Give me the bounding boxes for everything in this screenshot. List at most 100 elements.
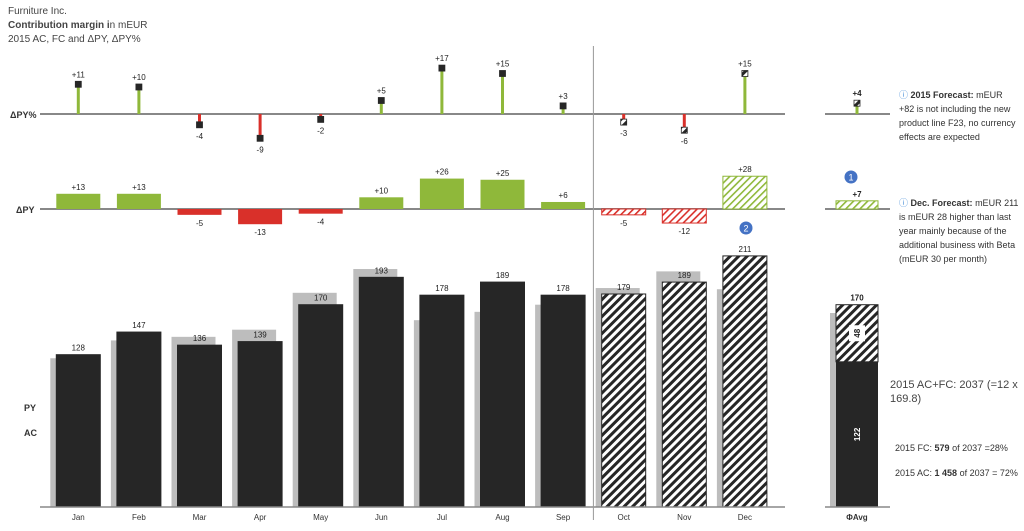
dpy-pct-label-Jun: +5 [377, 87, 387, 96]
dpy-bar-Apr [238, 209, 283, 225]
ac-bar-Aug [480, 281, 525, 508]
fc-share-suffix: of 2037 =28% [949, 443, 1008, 453]
dpy-bar-Aug [480, 179, 525, 209]
ac-bar-Jan [55, 354, 101, 508]
marker-2-circle [739, 221, 753, 235]
ac-bar-May [298, 304, 344, 508]
avg-fc-part-label: 48 [853, 328, 862, 337]
value-label-Feb: 147 [132, 321, 146, 330]
dpy-pct-head-Nov [680, 126, 688, 134]
dpy-label-Jul: +26 [435, 168, 449, 177]
dpy-pct-label-May: -2 [317, 126, 325, 135]
dpy-bar-Jul [419, 178, 464, 209]
avg-ac-part-label: 122 [853, 427, 862, 441]
chart-title-rest: n mEUR [109, 20, 148, 31]
forecast-note-title: 2015 Forecast: [910, 90, 974, 100]
dpy-pct-head-Oct [620, 118, 628, 126]
dpy-label-Nov: -12 [679, 227, 691, 236]
dpy-pct-head-May [317, 116, 325, 123]
dpy-pct-head-Jun [377, 97, 385, 104]
dpy-label-Jan: +13 [72, 183, 86, 192]
dpy-pct-label-Jan: +11 [72, 70, 86, 79]
dpy-pct-label-Aug: +15 [496, 60, 510, 69]
value-label-Sep: 178 [556, 284, 570, 293]
fc-share-value: 579 [934, 443, 950, 453]
dpy-pct-head-Mar [196, 121, 203, 129]
dpy-bar-May [298, 209, 343, 214]
dpy-bar-Feb [116, 193, 161, 209]
month-label-Nov: Nov [677, 513, 691, 522]
december-note-text: mEUR 211 is mEUR 28 higher than last yea… [899, 198, 1019, 264]
month-label-Mar: Mar [193, 513, 207, 522]
december-note: ⓘ Dec. Forecast: mEUR 211 is mEUR 28 hig… [899, 196, 1021, 266]
company-name: Furniture Inc. [8, 6, 67, 17]
value-label-Nov: 189 [678, 271, 692, 280]
avg-dpy-label: +7 [852, 190, 862, 199]
dpy-bar-Jun [359, 197, 404, 209]
fc-bar-Oct [601, 293, 647, 508]
avg-dpy-pct-label: +4 [852, 89, 862, 98]
fc-bar-Nov [661, 281, 707, 508]
ac-share-prefix: 2015 AC: [895, 468, 935, 478]
ac-share-value: 1 458 [934, 468, 958, 478]
ac-bar-Mar [177, 344, 222, 508]
value-label-Mar: 136 [193, 334, 207, 343]
marker-1-label: 1 [848, 173, 853, 183]
month-label-Apr: Apr [254, 513, 267, 522]
value-label-Jan: 128 [72, 344, 86, 353]
dpy-pct-head-Jan [74, 80, 82, 88]
ac-bar-Sep [540, 294, 586, 508]
month-label-Oct: Oct [617, 513, 630, 522]
month-label-May: May [313, 513, 328, 522]
dpy-label-Jun: +10 [375, 186, 389, 195]
marker-2-label: 2 [743, 224, 748, 234]
value-label-Dec: 211 [739, 245, 752, 254]
december-note-title: Dec. Forecast: [910, 198, 973, 208]
dpy-bar-Dec [722, 175, 768, 210]
fc-share-prefix: 2015 FC: [895, 443, 935, 453]
fc-share-note: 2015 FC: 579 of 2037 =28% [895, 441, 1020, 455]
value-label-Jun: 193 [375, 266, 389, 275]
month-label-Jun: Jun [375, 513, 388, 522]
forecast-note: ⓘ 2015 Forecast: mEUR +82 is not includi… [899, 88, 1019, 144]
value-label-Apr: 139 [253, 331, 267, 340]
dpy-label-Oct: -5 [620, 219, 628, 228]
avg-dpy-bar [835, 200, 879, 210]
chart-subtitle: 2015 AC, FC and ΔPY, ΔPY% [8, 34, 141, 45]
dpy-bar-Mar [177, 209, 222, 215]
avg-ac-bar [836, 361, 878, 507]
dpy-pct-label-Oct: -3 [620, 129, 628, 138]
ac-bar-Jul [419, 294, 465, 508]
info-icon: ⓘ [899, 198, 909, 208]
row-label-py: PY [24, 403, 36, 413]
value-label-Oct: 179 [617, 283, 631, 292]
row-label-dpy-pct: ΔPY% [10, 110, 36, 120]
ac-share-note: 2015 AC: 1 458 of 2037 = 72% [895, 466, 1020, 480]
dpy-pct-head-Apr [256, 134, 264, 142]
dpy-pct-head-Dec [741, 70, 749, 77]
dpy-bar-Nov [661, 208, 707, 224]
dpy-bar-Jan [56, 193, 101, 209]
value-label-May: 170 [314, 294, 328, 303]
month-label-Jul: Jul [437, 513, 447, 522]
value-label-Aug: 189 [496, 271, 510, 280]
dpy-pct-label-Jul: +17 [435, 54, 449, 63]
value-label-Jul: 178 [435, 284, 449, 293]
dpy-bar-Sep [541, 201, 586, 209]
row-label-ac: AC [24, 428, 37, 438]
dpy-pct-head-Aug [499, 70, 506, 77]
avg-dpy-pct-head [853, 99, 861, 107]
ac-bar-Apr [237, 341, 283, 508]
total-note: 2015 AC+FC: 2037 (=12 x 169.8) [890, 379, 1018, 405]
chart-title: Contribution margin in mEUR [8, 20, 147, 31]
dpy-bar-Oct [601, 208, 647, 216]
month-label-Feb: Feb [132, 513, 146, 522]
avg-label: ΦAvg [846, 513, 867, 522]
dpy-label-Sep: +6 [559, 191, 569, 200]
dpy-label-Dec: +28 [738, 165, 752, 174]
dpy-pct-label-Dec: +15 [738, 60, 752, 69]
dpy-label-Mar: -5 [196, 219, 204, 228]
dpy-label-Feb: +13 [132, 183, 146, 192]
marker-1-circle [844, 170, 858, 184]
month-label-Sep: Sep [556, 513, 571, 522]
